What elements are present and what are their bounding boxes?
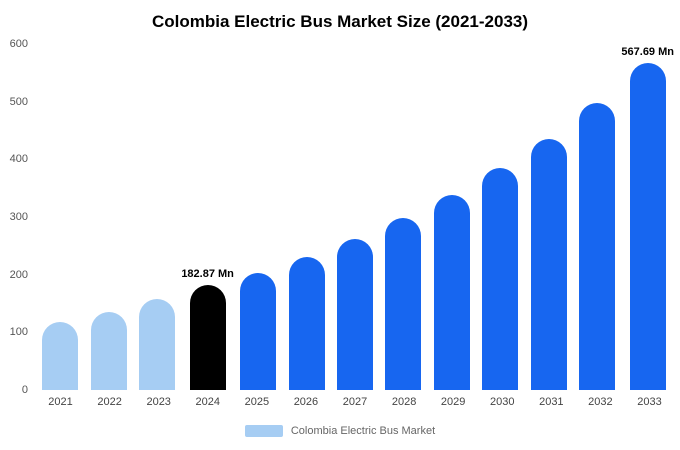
bar-2032[interactable] <box>579 103 616 390</box>
y-tick-label: 0 <box>21 384 28 396</box>
bar-column <box>573 44 621 390</box>
bar-column <box>476 44 524 390</box>
x-tick-label: 2024 <box>195 396 221 408</box>
y-tick-label: 200 <box>9 268 28 281</box>
bar-2029[interactable] <box>433 195 470 390</box>
bar-2031[interactable] <box>530 138 567 390</box>
bar-column <box>428 44 476 390</box>
legend-label: Colombia Electric Bus Market <box>290 425 436 437</box>
bar-column <box>379 44 427 390</box>
bar-2023[interactable] <box>139 299 176 390</box>
y-tick-label: 100 <box>9 326 28 339</box>
y-axis: 0 100 200 300 400 500 600 <box>0 38 30 396</box>
chart-title: Colombia Electric Bus Market Size (2021-… <box>151 12 529 31</box>
y-tick-label: 300 <box>9 211 28 223</box>
x-tick-label: 2028 <box>391 396 417 408</box>
bar-column <box>36 44 84 390</box>
x-tick-label: 2023 <box>146 396 171 408</box>
bar-column <box>234 44 282 390</box>
bar-2033[interactable] <box>629 62 666 390</box>
y-tick-label: 500 <box>9 95 28 108</box>
bar-2026[interactable] <box>288 256 325 390</box>
bar-2024[interactable] <box>189 284 226 390</box>
x-tick-label: 2027 <box>342 396 368 408</box>
bar-column <box>331 44 379 390</box>
x-tick-label: 2026 <box>293 396 319 408</box>
bar-column <box>84 44 132 390</box>
x-tick-label: 2022 <box>97 396 122 408</box>
bar-2022[interactable] <box>90 312 127 390</box>
x-tick-label: 2031 <box>539 396 564 408</box>
legend[interactable]: Colombia Electric Bus Market <box>0 425 680 437</box>
y-tick-label: 600 <box>9 38 28 50</box>
x-tick-label: 2021 <box>48 396 73 408</box>
x-tick-label: 2030 <box>490 396 515 408</box>
x-tick-label: 2025 <box>244 396 270 408</box>
bar-column: 567.69 Mn <box>621 44 674 390</box>
bar-value-label: 182.87 Mn <box>181 267 234 280</box>
x-tick-label: 2029 <box>440 396 466 408</box>
bar-column <box>525 44 573 390</box>
bar-2025[interactable] <box>240 272 277 390</box>
bar-column <box>282 44 330 390</box>
bar-value-label: 567.69 Mn <box>621 45 674 58</box>
legend-swatch-icon <box>244 425 283 437</box>
y-tick-label: 400 <box>9 153 28 166</box>
plot-area: 182.87 Mn 567.69 Mn <box>36 44 674 390</box>
bar-2028[interactable] <box>385 218 422 390</box>
bar-2027[interactable] <box>337 238 373 390</box>
bar-2030[interactable] <box>482 167 519 390</box>
x-axis: 2021 2022 2023 2024 2025 2026 2027 2028 2029 2030… <box>36 396 674 408</box>
bar-column <box>133 44 181 390</box>
bar-column: 182.87 Mn <box>181 44 234 390</box>
x-tick-label: 2033 <box>637 396 662 408</box>
x-tick-label: 2032 <box>588 396 613 408</box>
bar-2021[interactable] <box>42 321 79 390</box>
